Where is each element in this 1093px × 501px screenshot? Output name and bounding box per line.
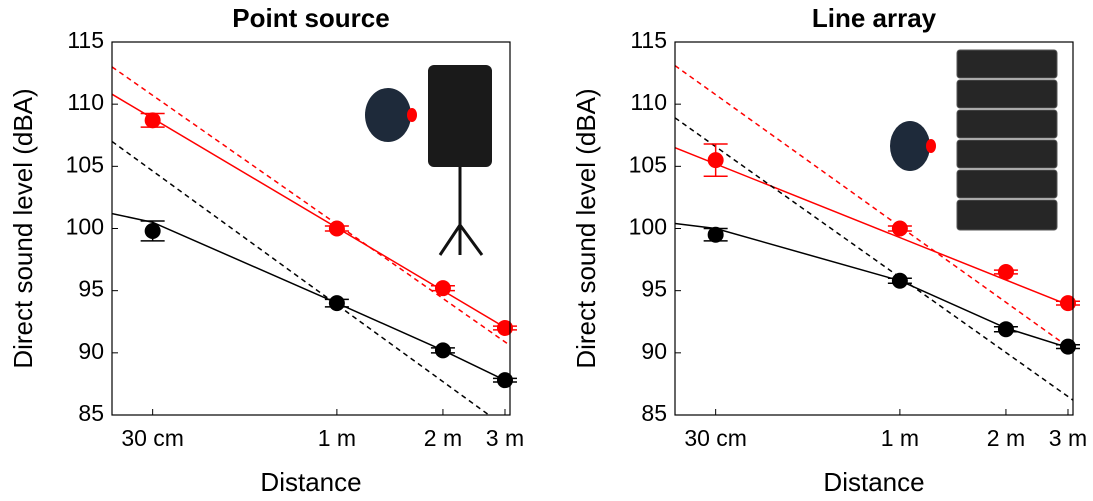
head-icon <box>365 88 417 142</box>
data-point <box>328 295 345 312</box>
y-tick-label: 115 <box>67 27 104 53</box>
y-tick-label: 105 <box>629 151 667 177</box>
axes-box <box>111 41 511 416</box>
line-array-icon <box>956 49 1058 231</box>
x-tick-label: 2 m <box>987 425 1025 451</box>
x-tick-label: 3 m <box>486 425 524 451</box>
y-tick-label: 85 <box>78 400 104 426</box>
x-axis-label: Distance <box>260 467 361 497</box>
dashed-line <box>675 64 1073 351</box>
y-tick-label: 85 <box>641 400 667 426</box>
x-tick-label: 30 cm <box>684 425 747 451</box>
y-tick-label: 90 <box>78 338 104 364</box>
chart-title: Point source <box>232 3 389 33</box>
data-point <box>997 321 1014 338</box>
y-tick-label: 110 <box>67 89 104 115</box>
y-tick-label: 110 <box>630 89 667 115</box>
solid-line <box>675 147 1073 308</box>
x-tick-label: 1 m <box>881 425 919 451</box>
x-axis-label: Distance <box>823 467 924 497</box>
dashed-line <box>112 140 490 415</box>
data-point <box>328 220 345 237</box>
dashed-line <box>675 117 1073 401</box>
y-tick-label: 90 <box>641 338 667 364</box>
data-point <box>707 152 724 169</box>
y-axis-label: Direct sound level (dBA) <box>571 88 601 368</box>
data-point <box>496 372 513 389</box>
data-point <box>707 226 724 243</box>
y-tick-label: 105 <box>66 151 104 177</box>
y-tick-label: 115 <box>630 27 667 53</box>
y-tick-label: 100 <box>66 214 104 240</box>
y-tick-label: 95 <box>78 276 104 302</box>
data-point <box>144 222 161 239</box>
speaker-icon <box>428 65 492 256</box>
axes-box <box>674 41 1074 416</box>
head-icon <box>890 121 936 171</box>
x-tick-label: 1 m <box>318 425 356 451</box>
data-point <box>891 220 908 237</box>
data-point <box>496 319 513 336</box>
data-point <box>1059 295 1076 312</box>
data-point <box>997 264 1014 281</box>
data-point <box>144 112 161 129</box>
data-point <box>891 272 908 289</box>
y-tick-label: 95 <box>641 276 667 302</box>
data-point <box>1059 338 1076 355</box>
data-point <box>434 342 451 359</box>
y-tick-label: 100 <box>629 214 667 240</box>
x-tick-label: 3 m <box>1049 425 1087 451</box>
chart-title: Line array <box>812 3 937 33</box>
data-point <box>434 280 451 297</box>
x-tick-label: 30 cm <box>121 425 184 451</box>
x-tick-label: 2 m <box>424 425 462 451</box>
y-axis-label: Direct sound level (dBA) <box>8 88 38 368</box>
